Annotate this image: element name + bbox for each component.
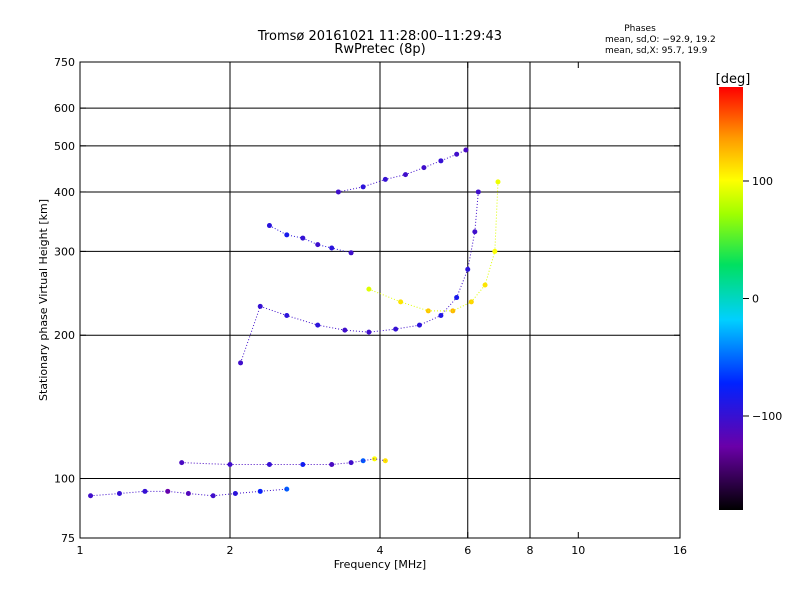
x-tick-label: 1 xyxy=(77,544,84,557)
data-point xyxy=(475,189,481,195)
y-tick-label: 300 xyxy=(54,245,75,258)
colorbar-tick-label: 0 xyxy=(752,293,759,306)
x-axis-label: Frequency [MHz] xyxy=(334,558,426,571)
trace-line xyxy=(368,181,499,312)
trace-E-region xyxy=(179,456,388,468)
data-point xyxy=(482,282,488,288)
data-point xyxy=(165,488,171,494)
trace-line xyxy=(338,149,467,193)
data-point xyxy=(232,491,238,497)
trace-F-layer-X xyxy=(366,179,501,314)
data-point xyxy=(185,491,191,497)
data-point xyxy=(438,158,444,164)
data-point xyxy=(315,242,321,248)
trace-line xyxy=(240,191,479,364)
data-point xyxy=(463,147,469,153)
colorbar-tick-label: −100 xyxy=(752,410,782,423)
colorbar-label: [deg] xyxy=(716,72,751,87)
data-point xyxy=(398,299,404,305)
y-tick-label: 750 xyxy=(54,56,75,69)
chart-title: Tromsø 20161021 11:28:00–11:29:43 xyxy=(257,29,502,44)
x-tick-label: 4 xyxy=(377,544,384,557)
y-tick-label: 100 xyxy=(54,473,75,486)
x-tick-label: 8 xyxy=(527,544,534,557)
trace-low-echoes xyxy=(88,486,290,499)
data-point xyxy=(360,458,366,464)
data-point xyxy=(257,303,263,309)
data-point xyxy=(366,329,372,335)
y-tick-label: 600 xyxy=(54,102,75,115)
stats-line-x: mean, sd,X: 95.7, 19.9 xyxy=(605,46,708,56)
chart-subtitle: RwPretec (8p) xyxy=(334,42,425,57)
data-point xyxy=(360,184,366,190)
colorbar-tick-label: 100 xyxy=(752,175,773,188)
data-point xyxy=(210,493,216,499)
y-tick-label: 500 xyxy=(54,140,75,153)
trace-F-layer-O xyxy=(238,189,481,366)
stats-heading: Phases xyxy=(624,24,656,34)
trace-upper-trace xyxy=(335,147,469,195)
data-point xyxy=(284,232,290,238)
x-tick-label: 2 xyxy=(227,544,234,557)
trace-middle-trace xyxy=(266,223,354,256)
y-axis-label: Stationary phase Virtual Height [km] xyxy=(37,199,50,401)
data-points xyxy=(88,147,501,499)
colorbar: [deg] 100 0 −100 xyxy=(716,72,782,510)
colorbar-gradient xyxy=(719,87,743,510)
data-point xyxy=(300,462,306,468)
y-tick-label: 200 xyxy=(54,329,75,342)
data-point xyxy=(348,250,354,256)
data-point xyxy=(416,322,422,328)
data-point xyxy=(116,491,122,497)
axis-ticks: 1 2 4 6 8 10 16 75 100 200 300 400 500 600 750 xyxy=(54,56,687,557)
x-tick-label: 16 xyxy=(673,544,687,557)
data-point xyxy=(257,488,263,494)
x-tick-label: 10 xyxy=(571,544,585,557)
trace-line xyxy=(181,458,386,466)
x-tick-label: 6 xyxy=(464,544,471,557)
grid xyxy=(80,62,680,538)
y-tick-label: 75 xyxy=(61,532,75,545)
stats-line-o: mean, sd,O: −92.9, 19.2 xyxy=(605,35,716,45)
y-tick-label: 400 xyxy=(54,186,75,199)
data-point xyxy=(454,151,460,157)
data-point xyxy=(284,486,290,492)
data-point xyxy=(421,165,427,171)
data-point xyxy=(348,460,354,466)
data-point xyxy=(372,456,378,462)
trace-line xyxy=(269,225,352,254)
stats-box: Phases mean, sd,O: −92.9, 19.2 mean, sd,… xyxy=(605,24,716,56)
